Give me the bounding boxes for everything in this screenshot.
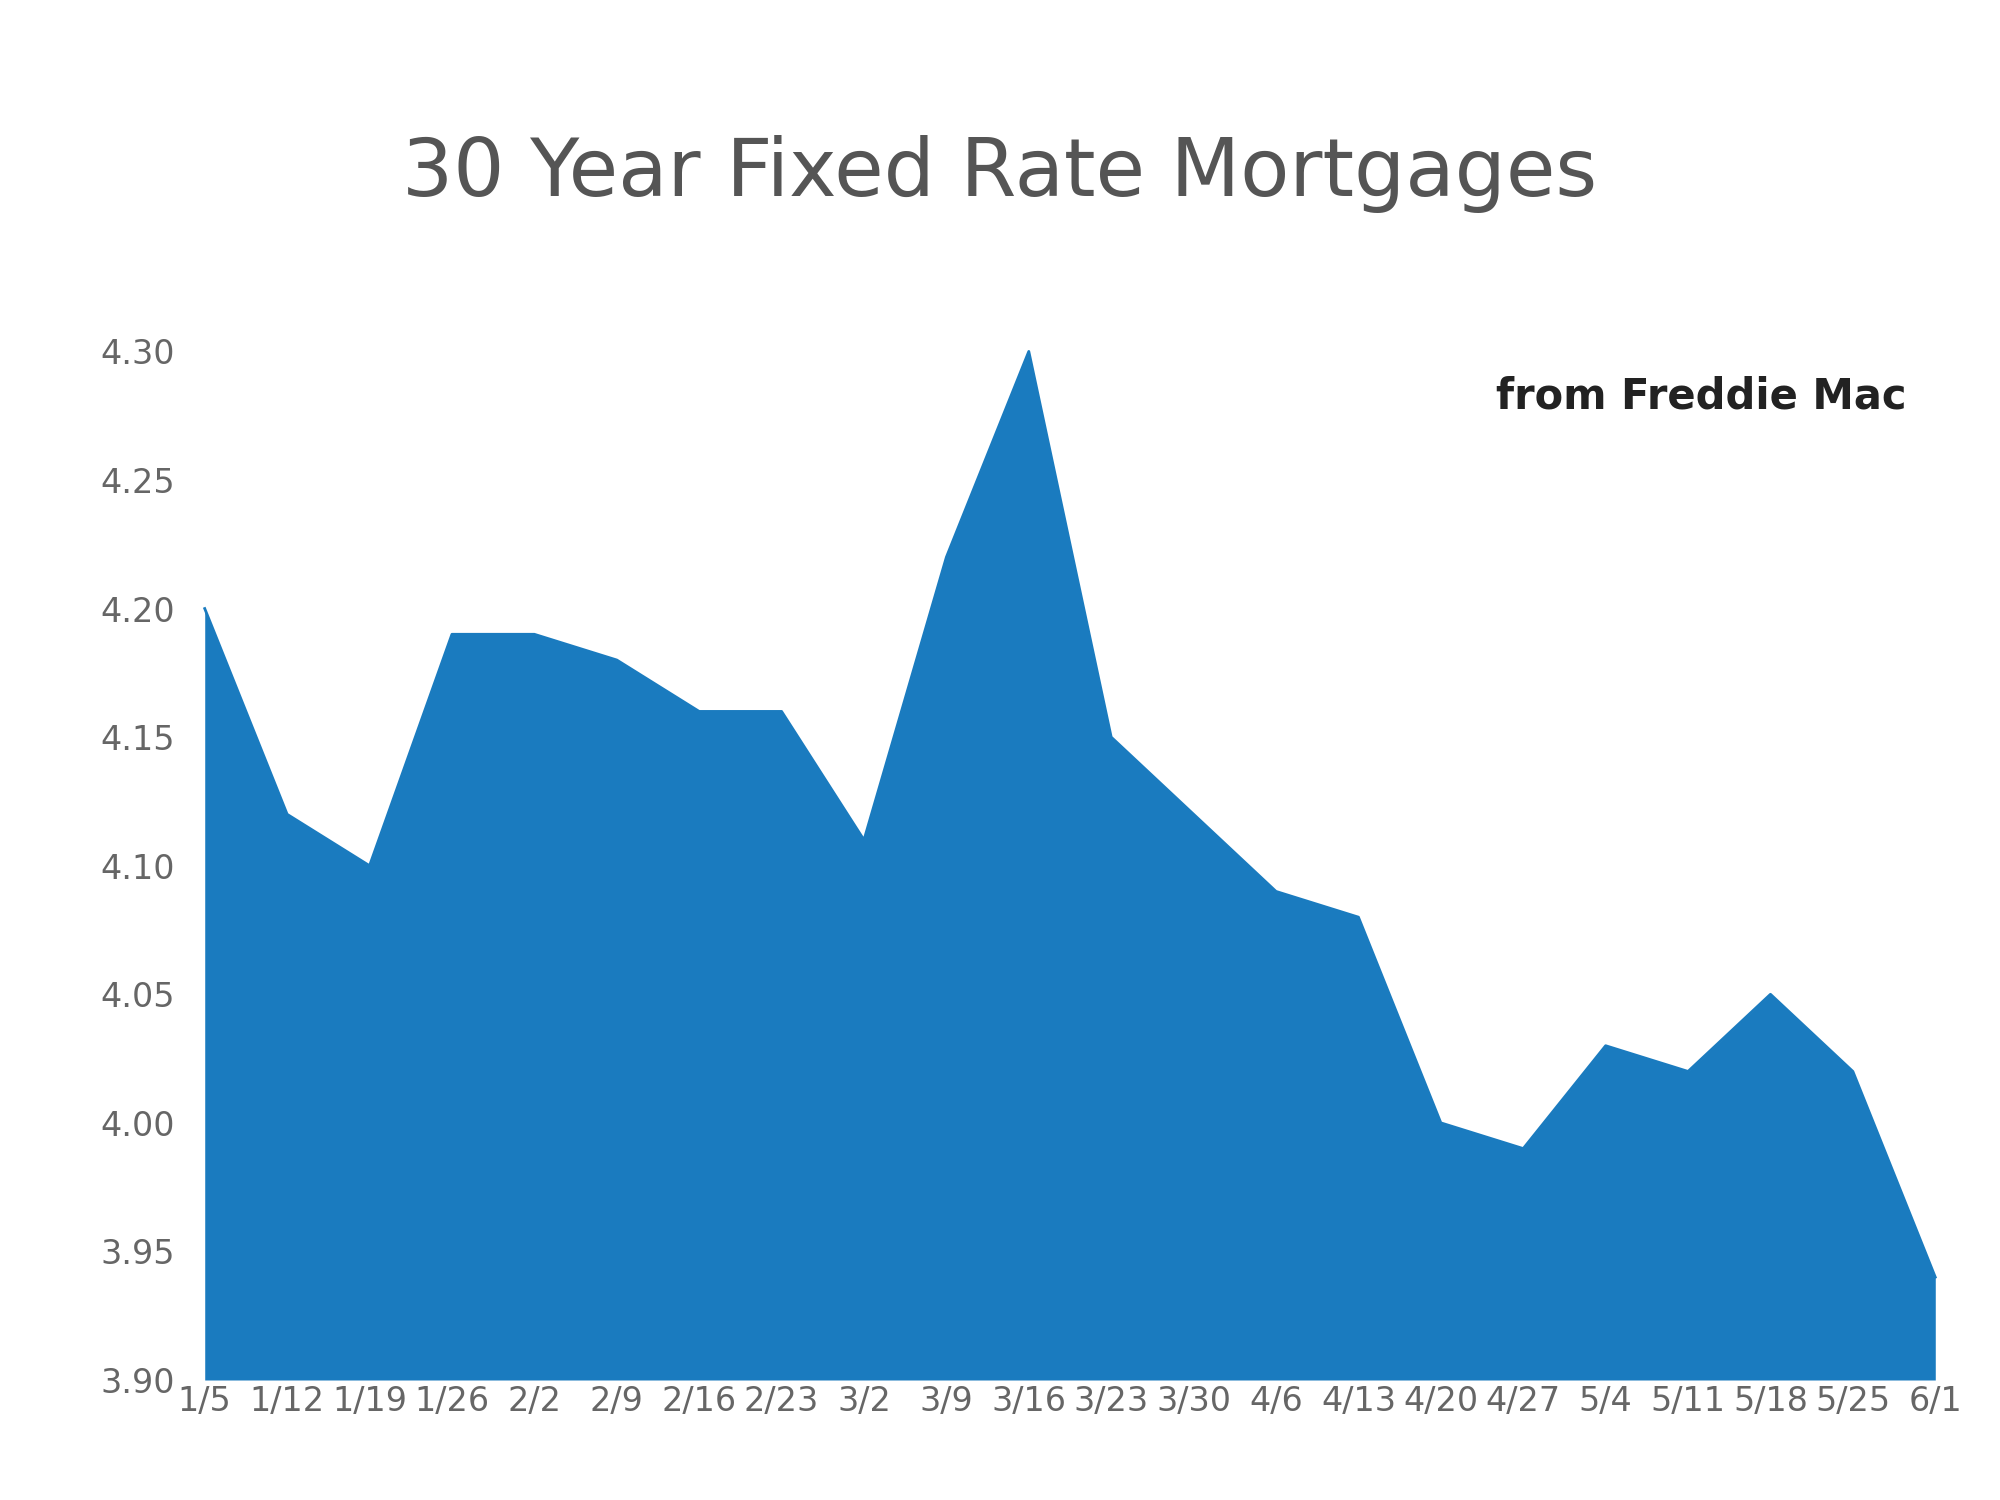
Text: 30 Year Fixed Rate Mortgages: 30 Year Fixed Rate Mortgages: [402, 135, 1598, 213]
Text: from Freddie Mac: from Freddie Mac: [1496, 375, 1906, 417]
